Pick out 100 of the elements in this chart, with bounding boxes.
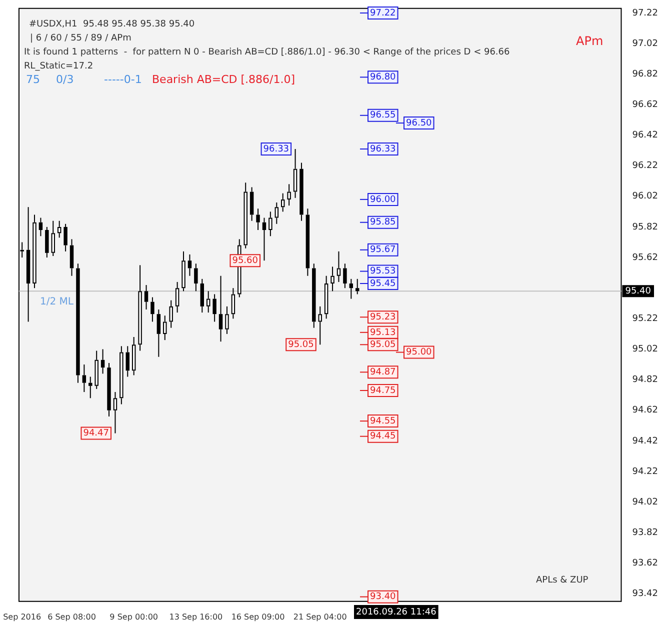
annotation: 0/3: [56, 72, 74, 86]
y-tick-label: 97.22: [632, 8, 658, 18]
candlestick: [100, 348, 105, 374]
x-tick-label: 21 Sep 04:00: [293, 612, 347, 622]
candlestick: [144, 284, 148, 310]
x-tick-label: 9 Sep 00:00: [110, 612, 158, 622]
annotation: -----0-1: [104, 72, 142, 86]
y-tick-label: 96.62: [632, 100, 658, 110]
annotation: 95.05: [370, 340, 396, 350]
annotation: 96.80: [370, 72, 396, 83]
x-tick-label: Sep 2016: [3, 612, 42, 622]
candlestick: [120, 346, 124, 405]
y-tick-label: 96.42: [632, 130, 658, 141]
annotation: 96.00: [370, 194, 396, 205]
candlestick: [200, 278, 204, 314]
text: 2016.09.26 11:46: [356, 607, 437, 618]
y-tick-label: 94.42: [632, 436, 658, 446]
annotation: 94.47: [83, 428, 109, 439]
text: #USDX,H1 95.48 95.48 95.38 95.40: [28, 19, 195, 30]
y-tick-label: 95.02: [632, 344, 658, 355]
candlestick: [324, 275, 328, 320]
annotation: 96.55: [370, 110, 396, 121]
candlestick: [57, 220, 62, 238]
candlestick: [132, 336, 136, 376]
y-tick-label: 96.22: [632, 161, 658, 172]
annotation: 96.33: [370, 144, 396, 154]
annotation: RL_Static=17.2: [24, 61, 94, 72]
candlestick: [268, 211, 272, 237]
candlestick: [336, 250, 341, 282]
annotation: 93.40: [370, 592, 396, 602]
x-tick-label: 6 Sep 08:00: [48, 612, 96, 622]
candlestick: [38, 217, 43, 237]
annotation: 94.75: [370, 386, 396, 396]
candlestick: [32, 214, 36, 289]
candlestick: [218, 275, 223, 342]
annotation: 95.05: [288, 340, 314, 350]
candlestick: [94, 350, 98, 390]
annotation: It is found 1 patterns - for pattern N 0 - Bearish AB=CD [.886/1.0] - 96.30 < Range of the prices D < 96.66: [24, 47, 510, 58]
candlestick: [107, 362, 111, 417]
candlestick: [343, 263, 347, 289]
candlestick: [280, 192, 285, 212]
ref-line-label: 95.40: [625, 286, 652, 296]
candlestick: [182, 250, 186, 292]
candlestick: [262, 217, 266, 262]
annotation: 95.67: [370, 245, 396, 256]
annotation: 95.53: [370, 266, 396, 277]
annotation: 95.60: [232, 256, 258, 266]
candlestick: [163, 315, 167, 341]
y-tick-label: 93.42: [632, 589, 658, 600]
candlestick: [318, 306, 322, 346]
candlestick: [293, 148, 298, 198]
candlestick: [70, 238, 74, 276]
annotation: APm: [576, 34, 604, 48]
annotation: 94.87: [370, 367, 396, 378]
y-tick-label: 95.62: [632, 252, 658, 263]
y-tick-label: 94.62: [632, 406, 658, 416]
annotation: 96.33: [263, 144, 290, 154]
candlestick: [194, 263, 198, 292]
candlestick: [45, 226, 49, 258]
candlestick: [126, 346, 130, 378]
y-tick-label: 95.22: [632, 314, 658, 324]
candlestick: [76, 263, 80, 384]
candlestick: [138, 264, 142, 352]
y-tick-label: 96.02: [632, 192, 658, 202]
annotation: 96.50: [406, 118, 432, 128]
y-tick-label: 96.82: [632, 69, 658, 80]
candlestick: [82, 364, 86, 393]
candlestick: [355, 278, 360, 295]
y-tick-label: 94.02: [632, 497, 658, 508]
annotation: 95.00: [406, 348, 432, 358]
annotation: 75: [26, 72, 40, 86]
candlestick: [64, 223, 68, 252]
candlestick: [175, 281, 180, 314]
candlestick: [312, 263, 316, 328]
candlestick: [206, 290, 210, 314]
annotation: Bearish AB=CD [.886/1.0]: [152, 72, 296, 86]
y-tick-label: 93.62: [632, 558, 658, 569]
candlestick: [274, 202, 279, 224]
candlestick: [150, 296, 154, 322]
candlestick: [300, 162, 304, 222]
candlestick: [250, 186, 254, 222]
annotation: 95.13: [370, 328, 396, 338]
annotation: 95.23: [370, 312, 396, 322]
candlestick: [231, 288, 236, 320]
x-tick-label: 13 Sep 16:00: [169, 612, 223, 622]
y-tick-label: 93.82: [632, 528, 658, 538]
annotation: 94.45: [370, 432, 396, 442]
candlestick: [26, 206, 30, 322]
annotation: 95.85: [370, 218, 396, 228]
candlestick: [330, 266, 334, 292]
annotation: 94.55: [370, 416, 396, 426]
candlestick: [287, 184, 291, 206]
annotation: 95.45: [370, 278, 396, 289]
candlestick: [188, 254, 192, 276]
candlestick: [212, 294, 216, 322]
candlestick: [256, 208, 260, 231]
candlestick: [88, 376, 92, 399]
candlestick: [113, 392, 118, 434]
candlestick: [225, 306, 229, 334]
candlestick: [169, 300, 173, 328]
